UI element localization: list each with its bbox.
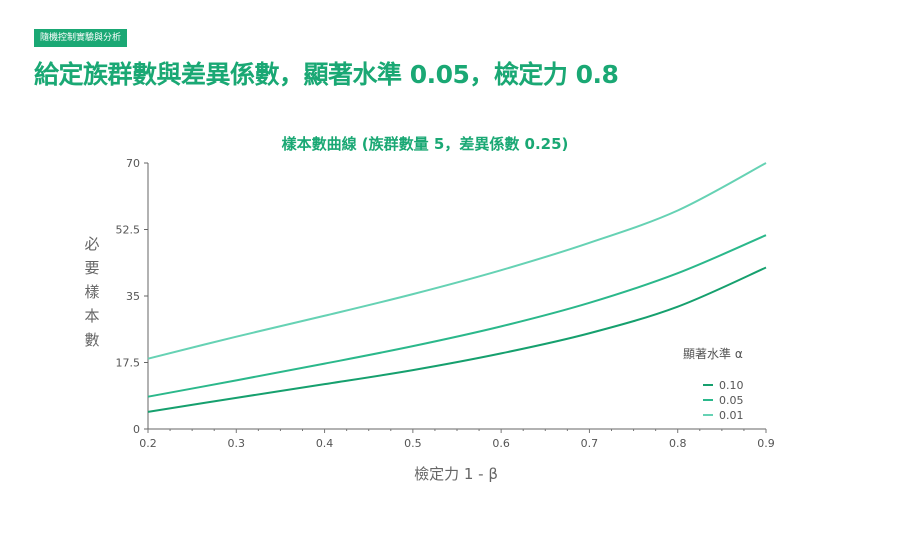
- x-tick-label: 0.6: [492, 437, 510, 450]
- section-tag: 隨機控制實驗與分析: [34, 29, 128, 47]
- y-tick-label: 17.5: [116, 357, 141, 370]
- page-title: 給定族群數與差異係數，顯著水準 0.05，檢定力 0.8: [34, 60, 619, 89]
- ticks: 0 17.5 35 52.5 70 0.2 0.3 0.4 0.5 0.6 0.7 0.8 0.9: [116, 157, 775, 450]
- y-axis-label-char: 樣: [84, 283, 99, 301]
- x-tick-label: 0.8: [669, 437, 687, 450]
- axes: [147, 163, 766, 430]
- y-axis-label-char: 要: [84, 259, 99, 277]
- x-tick-label: 0.3: [228, 437, 246, 450]
- x-tick-label: 0.2: [139, 437, 157, 450]
- legend-label: 0.05: [719, 394, 744, 407]
- x-tick-label: 0.7: [581, 437, 599, 450]
- chart-title: 樣本數曲線 (族群數量 5，差異係數 0.25): [282, 135, 569, 153]
- y-tick-label: 52.5: [116, 224, 141, 237]
- y-axis-label-char: 數: [84, 331, 99, 349]
- y-tick-label: 0: [133, 423, 140, 436]
- legend-title: 顯著水準 α: [683, 346, 743, 361]
- legend: 顯著水準 α 0.10 0.05 0.01: [683, 346, 744, 422]
- series-lines: [147, 162, 767, 413]
- series-line-0.05: [147, 234, 767, 398]
- x-tick-label: 0.9: [757, 437, 775, 450]
- x-tick-label: 0.5: [404, 437, 422, 450]
- y-tick-label: 35: [126, 290, 140, 303]
- x-axis-label: 檢定力 1 - β: [414, 465, 498, 483]
- series-line-0.10: [147, 266, 767, 413]
- y-axis-label-char: 必: [84, 235, 99, 253]
- x-tick-label: 0.4: [316, 437, 334, 450]
- legend-label: 0.10: [719, 379, 744, 392]
- y-axis-label-char: 本: [84, 307, 99, 325]
- series-line-0.01: [147, 162, 767, 360]
- y-tick-label: 70: [126, 157, 140, 170]
- legend-label: 0.01: [719, 409, 744, 422]
